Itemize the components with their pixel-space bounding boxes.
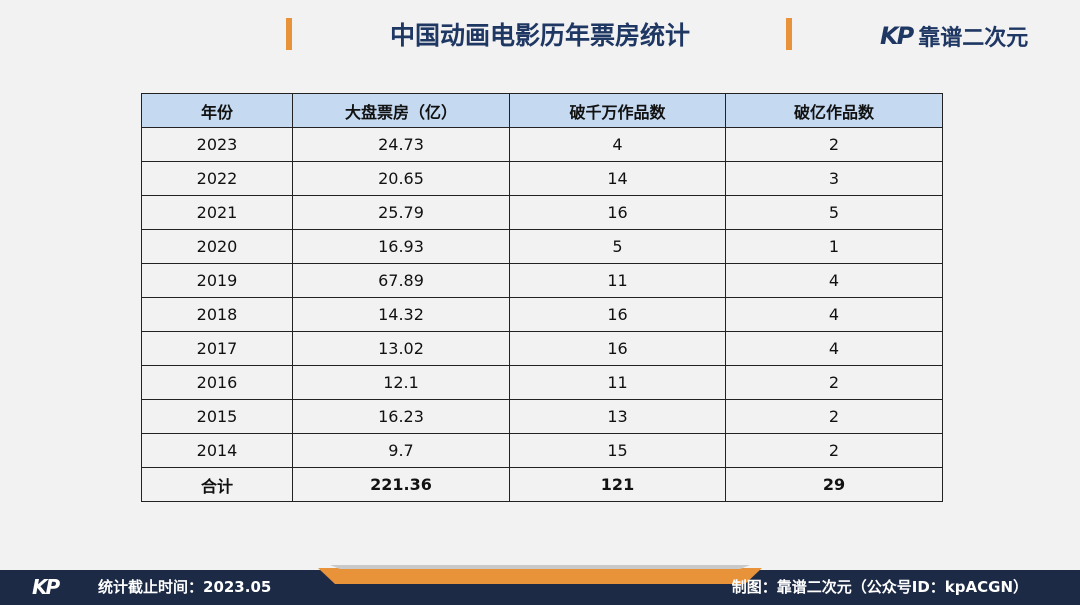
table-row: 2022 20.65 14 3: [141, 161, 943, 196]
table-cell: 13.02: [292, 331, 510, 366]
data-table: 年份 大盘票房（亿） 破千万作品数 破亿作品数 2023 24.73 4 2 2022 20.6…: [141, 93, 943, 502]
table-cell: 2023: [141, 127, 293, 162]
table-cell: 11: [509, 365, 726, 400]
table-cell: 15: [509, 433, 726, 468]
table-cell: 5: [725, 195, 943, 230]
table-cell: 5: [509, 229, 726, 264]
table-cell: 13: [509, 399, 726, 434]
table-cell: 14.32: [292, 297, 510, 332]
table-row: 2016 12.1 11 2: [141, 365, 943, 400]
logo-name: 靠谱二次元: [918, 26, 1029, 51]
column-header: 大盘票房（亿）: [292, 93, 510, 128]
table-cell: 24.73: [292, 127, 510, 162]
table-cell: 67.89: [292, 263, 510, 298]
page-title: 中国动画电影历年票房统计: [389, 21, 690, 50]
table-cell: 2019: [141, 263, 293, 298]
table-cell: 2: [725, 127, 943, 162]
footer-right: 制图：靠谱二次元（公众号ID：kpACGN）: [731, 578, 1028, 596]
table-cell: 16: [509, 331, 726, 366]
table-row: 2014 9.7 15 2: [141, 433, 943, 468]
table-body: 2023 24.73 4 2 2022 20.65 14 3 2021 25.79 16 5 2020 1…: [141, 127, 943, 502]
table-cell: 3: [725, 161, 943, 196]
title-accent: [786, 18, 792, 50]
table-cell: 2: [725, 365, 943, 400]
table-cell: 14: [509, 161, 726, 196]
table-cell: 2015: [141, 399, 293, 434]
table-cell: 2: [725, 433, 943, 468]
footer-logo: KP: [32, 575, 60, 599]
column-header: 破亿作品数: [725, 93, 943, 128]
table-row: 2015 16.23 13 2: [141, 399, 943, 434]
total-cell: 合计: [141, 467, 293, 502]
table-cell: 2018: [141, 297, 293, 332]
table-cell: 2021: [141, 195, 293, 230]
table-row: 2020 16.93 5 1: [141, 229, 943, 264]
table-cell: 2: [725, 399, 943, 434]
table-cell: 16.23: [292, 399, 510, 434]
table-row: 2019 67.89 11 4: [141, 263, 943, 298]
footer-decoration: [318, 565, 762, 584]
table-cell: 4: [725, 331, 943, 366]
table-cell: 16: [509, 195, 726, 230]
table-cell: 16.93: [292, 229, 510, 264]
table-cell: 4: [725, 297, 943, 332]
footer-left: 统计截止时间：2023.05: [98, 578, 272, 596]
table-cell: 2016: [141, 365, 293, 400]
total-cell: 221.36: [292, 467, 510, 502]
table-cell: 1: [725, 229, 943, 264]
table-cell: 2014: [141, 433, 293, 468]
table-cell: 4: [725, 263, 943, 298]
table-row: 2018 14.32 16 4: [141, 297, 943, 332]
table-row: 2023 24.73 4 2: [141, 127, 943, 162]
table-row: 2021 25.79 16 5: [141, 195, 943, 230]
table-cell: 12.1: [292, 365, 510, 400]
logo: KP 靠谱二次元: [880, 18, 1028, 54]
column-header: 破千万作品数: [509, 93, 726, 128]
total-cell: 29: [725, 467, 943, 502]
table-cell: 2022: [141, 161, 293, 196]
logo-mark: KP: [880, 22, 914, 50]
table-cell: 9.7: [292, 433, 510, 468]
title-accent: [286, 18, 292, 50]
table-row: 2017 13.02 16 4: [141, 331, 943, 366]
column-header: 年份: [141, 93, 293, 128]
table-cell: 4: [509, 127, 726, 162]
table-cell: 2020: [141, 229, 293, 264]
table-cell: 16: [509, 297, 726, 332]
total-row: 合计 221.36 121 29: [141, 467, 943, 502]
table-cell: 11: [509, 263, 726, 298]
header-row: 年份 大盘票房（亿） 破千万作品数 破亿作品数: [141, 93, 943, 128]
table-cell: 2017: [141, 331, 293, 366]
total-cell: 121: [509, 467, 726, 502]
table-cell: 25.79: [292, 195, 510, 230]
table-cell: 20.65: [292, 161, 510, 196]
